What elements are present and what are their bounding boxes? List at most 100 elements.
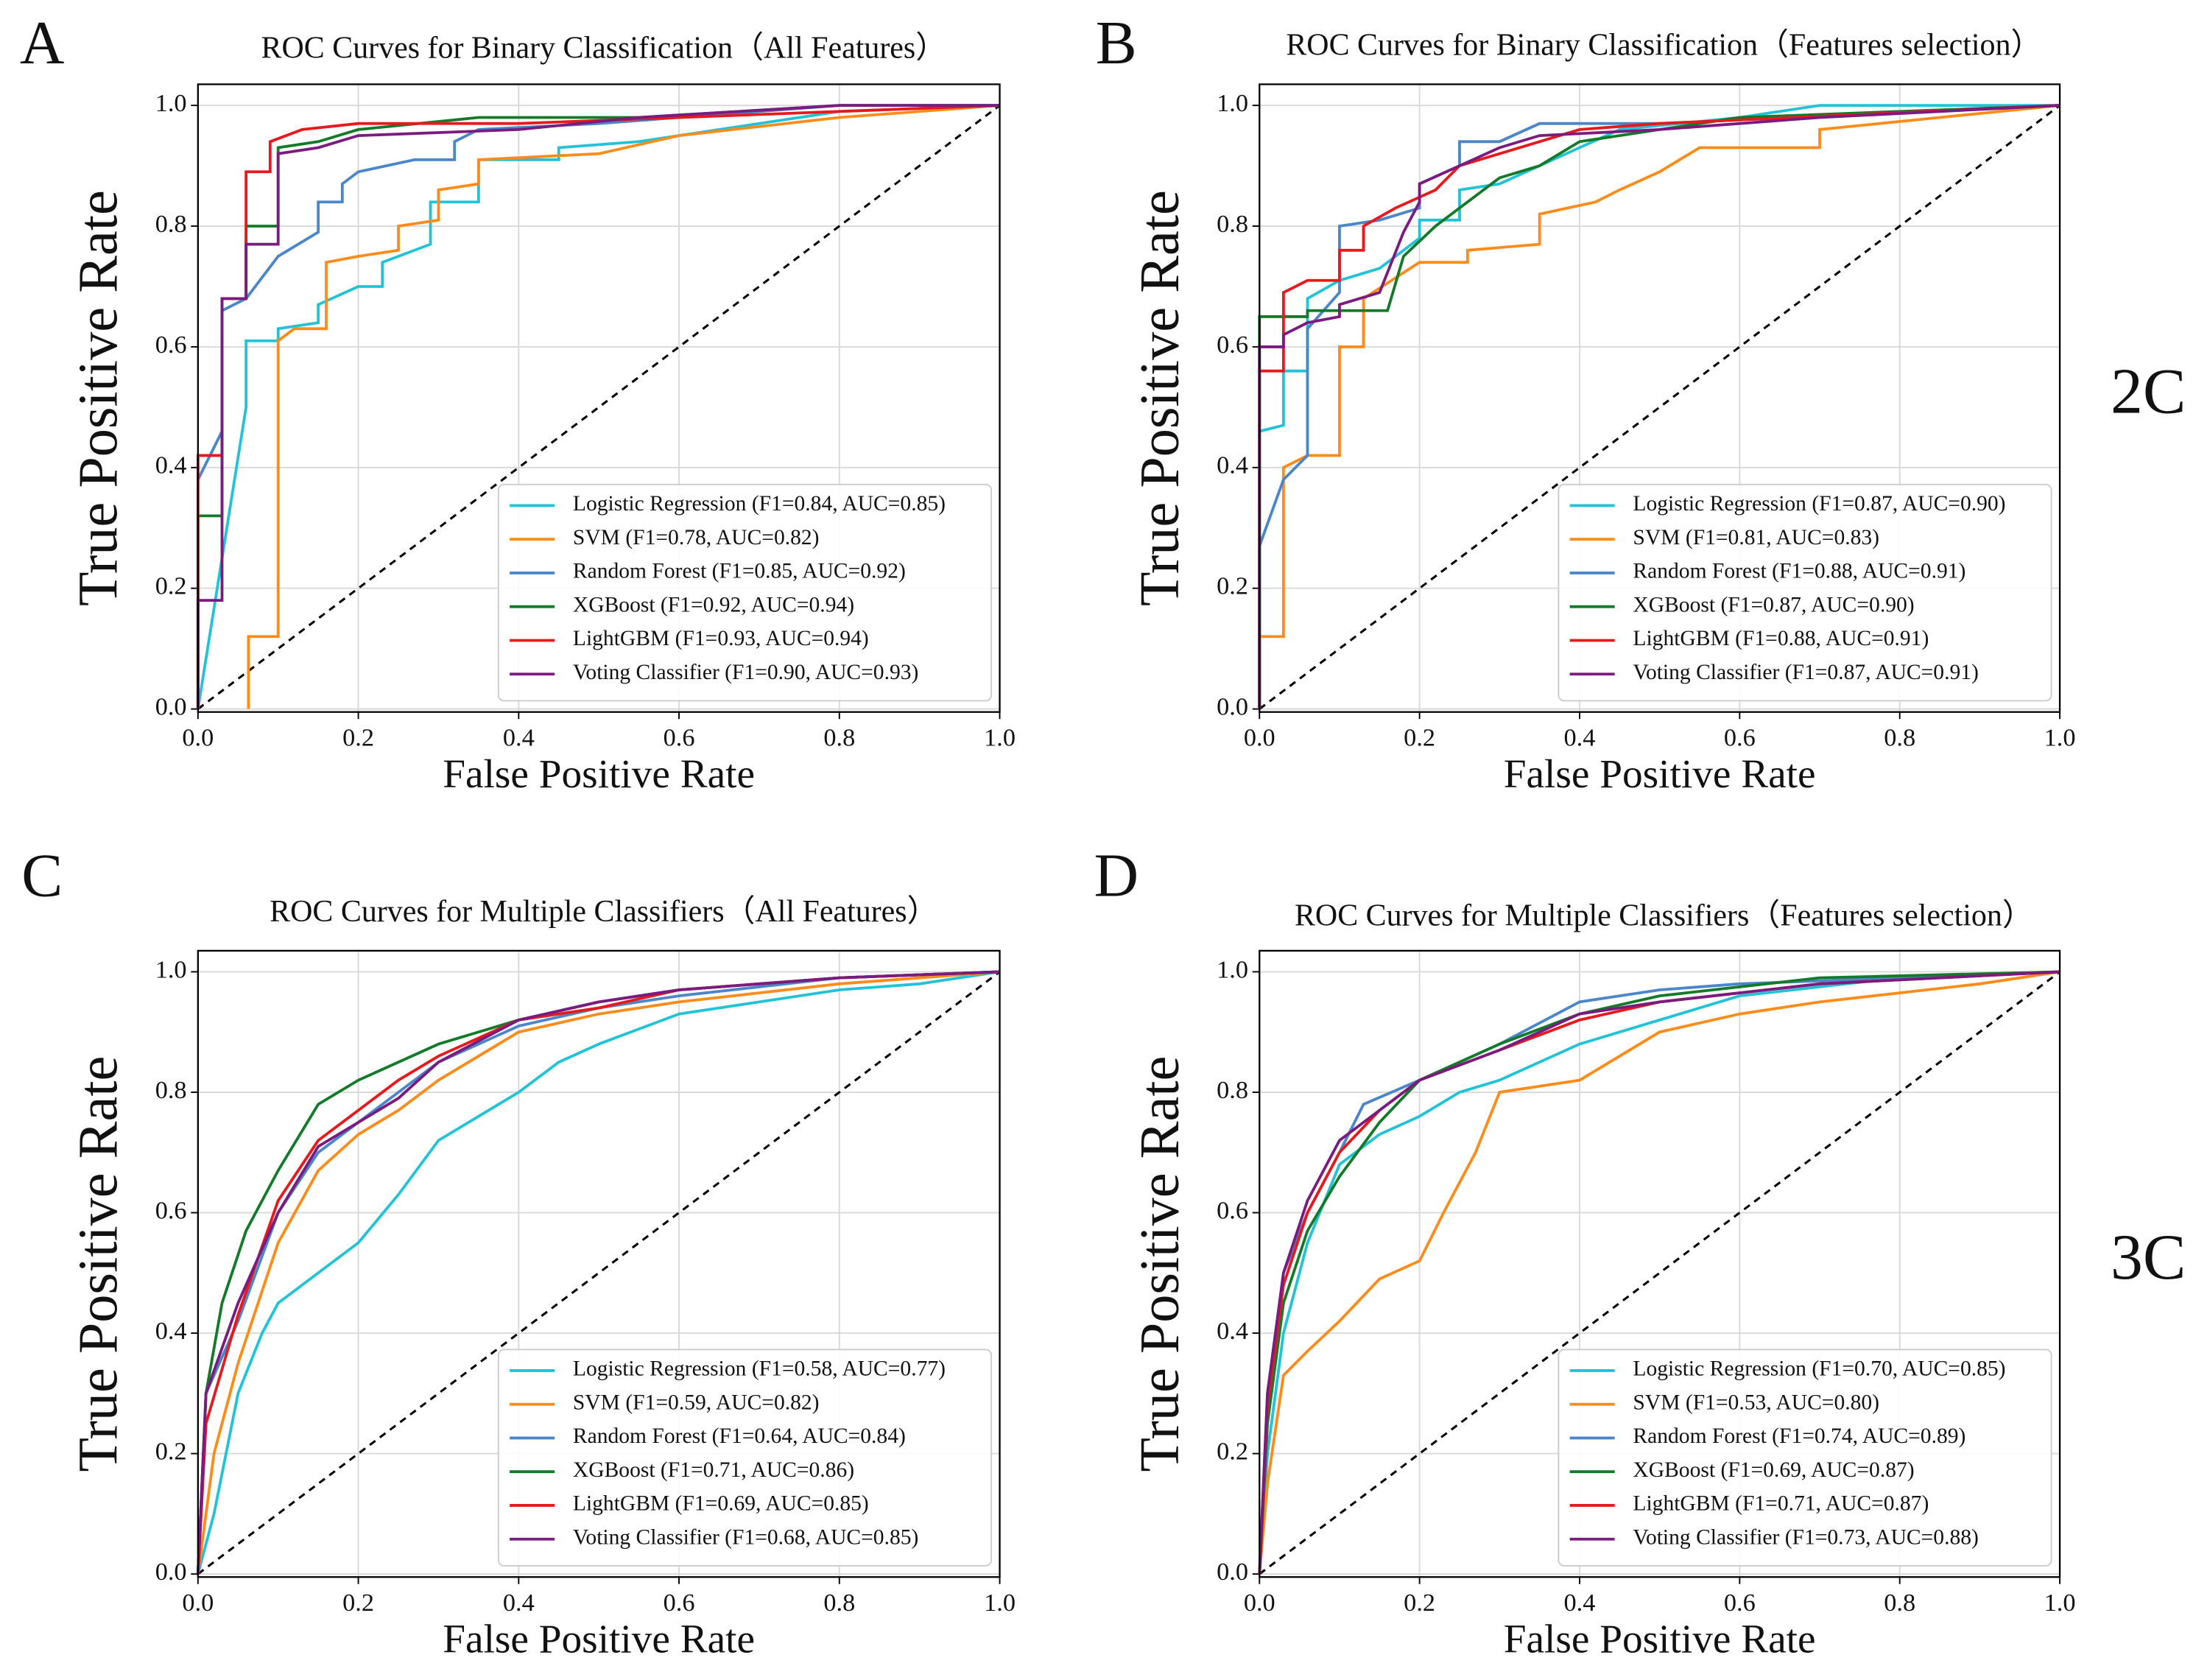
plot-frame <box>1259 949 2061 1578</box>
roc-curve <box>247 104 1000 709</box>
roc-curve <box>1258 970 2060 1575</box>
roc-curve <box>1258 970 2060 1575</box>
chart-title: ROC Curves for Multiple Classifiers（All … <box>270 895 937 929</box>
y-tick-label: 0.6 <box>155 331 187 359</box>
legend-label: LightGBM (F1=0.88, AUC=0.91) <box>1633 627 1929 650</box>
legend-label: Voting Classifier (F1=0.73, AUC=0.88) <box>1633 1526 1978 1550</box>
roc-curve <box>1258 104 2060 709</box>
chart-panel: A ROC Curves for Binary Classification（Al… <box>20 9 1016 796</box>
roc-curve <box>196 970 1000 1575</box>
roc-curve <box>196 970 1000 1575</box>
y-tick-label: 1.0 <box>1217 955 1248 983</box>
legend-label: Voting Classifier (F1=0.68, AUC=0.85) <box>573 1526 918 1550</box>
roc-curve <box>196 104 1000 709</box>
x-tick-label: 0.4 <box>1564 1589 1596 1617</box>
reference-diagonal <box>197 971 1001 1575</box>
y-axis-label: True Positive Rate <box>68 1056 130 1472</box>
y-tick-label: 0.4 <box>1217 451 1248 479</box>
x-axis-label: False Positive Rate <box>443 1617 755 1662</box>
legend-label: LightGBM (F1=0.69, AUC=0.85) <box>573 1492 869 1516</box>
x-tick-label: 1.0 <box>984 724 1016 752</box>
y-tick-label: 0.8 <box>1217 1076 1248 1104</box>
x-axis-label: False Positive Rate <box>1504 1617 1816 1662</box>
y-tick-label: 0.8 <box>1217 210 1248 238</box>
x-tick-label: 0.0 <box>1244 1589 1275 1617</box>
side-annotation: 3C <box>2111 1221 2186 1293</box>
y-tick-label: 0.6 <box>1217 331 1248 359</box>
x-tick-label: 0.8 <box>823 1589 855 1617</box>
panel-letter: D <box>1094 842 1139 910</box>
y-tick-label: 0.2 <box>155 1437 187 1465</box>
legend-label: SVM (F1=0.53, AUC=0.80) <box>1633 1391 1879 1414</box>
roc-curve <box>196 104 1000 709</box>
legend-label: Random Forest (F1=0.74, AUC=0.89) <box>1633 1424 1966 1448</box>
y-tick-label: 0.2 <box>1217 572 1248 600</box>
roc-curve <box>1258 970 2060 1575</box>
roc-curve <box>196 104 1000 709</box>
chart-title: ROC Curves for Binary Classification（All… <box>261 31 947 65</box>
y-tick-label: 1.0 <box>155 89 187 117</box>
x-tick-label: 0.0 <box>182 724 214 752</box>
legend: Logistic Regression (F1=0.84, AUC=0.85) S… <box>497 483 993 702</box>
panel-letter: A <box>20 9 65 77</box>
legend-label: Random Forest (F1=0.88, AUC=0.91) <box>1633 560 1966 583</box>
plot-frame <box>197 949 1001 1578</box>
y-tick-label: 0.4 <box>1217 1317 1248 1345</box>
legend: Logistic Regression (F1=0.70, AUC=0.85) S… <box>1558 1349 2052 1567</box>
roc-curve <box>1258 970 2060 1575</box>
x-tick-label: 0.2 <box>1404 724 1435 752</box>
legend-label: XGBoost (F1=0.92, AUC=0.94) <box>573 593 854 616</box>
y-tick-label: 0.6 <box>1217 1196 1248 1224</box>
roc-curve <box>1258 104 2060 709</box>
roc-curve <box>196 970 1000 1575</box>
legend: Logistic Regression (F1=0.58, AUC=0.77) S… <box>497 1349 993 1567</box>
legend-label: LightGBM (F1=0.93, AUC=0.94) <box>573 627 869 650</box>
y-tick-label: 1.0 <box>1217 89 1248 117</box>
legend: Logistic Regression (F1=0.87, AUC=0.90) S… <box>1558 483 2052 702</box>
y-tick-label: 0.0 <box>155 1558 187 1586</box>
legend-label: XGBoost (F1=0.69, AUC=0.87) <box>1633 1458 1914 1482</box>
reference-diagonal <box>197 104 1001 710</box>
panel-letter: C <box>21 842 63 910</box>
x-tick-label: 0.0 <box>1244 724 1275 752</box>
legend-label: Voting Classifier (F1=0.87, AUC=0.91) <box>1633 661 1978 684</box>
y-tick-label: 1.0 <box>155 955 187 983</box>
x-tick-label: 0.2 <box>342 724 374 752</box>
reference-diagonal <box>1259 971 2060 1575</box>
legend-box <box>1558 483 2052 702</box>
plot-frame <box>1259 83 2061 713</box>
x-tick-label: 0.6 <box>1724 1589 1756 1617</box>
chart-title: ROC Curves for Binary Classification（Fea… <box>1286 28 2041 62</box>
y-tick-label: 0.0 <box>155 692 187 720</box>
y-axis-label: True Positive Rate <box>68 190 130 606</box>
y-tick-label: 0.4 <box>155 451 187 479</box>
legend-label: Logistic Regression (F1=0.70, AUC=0.85) <box>1633 1357 2005 1381</box>
x-tick-label: 0.0 <box>182 1589 214 1617</box>
roc-curve <box>196 970 1000 1575</box>
side-annotation: 2C <box>2111 356 2186 427</box>
x-axis-label: False Positive Rate <box>443 751 755 796</box>
roc-curve <box>1258 104 2060 709</box>
y-tick-label: 0.2 <box>155 572 187 600</box>
legend-label: SVM (F1=0.78, AUC=0.82) <box>573 526 820 549</box>
x-tick-label: 0.4 <box>503 1589 535 1617</box>
y-axis-label: True Positive Rate <box>1129 190 1191 606</box>
y-tick-label: 0.8 <box>155 1076 187 1104</box>
legend-label: Random Forest (F1=0.85, AUC=0.92) <box>573 560 906 583</box>
legend-box <box>497 1349 993 1567</box>
plot-frame <box>197 83 1001 713</box>
x-tick-label: 0.2 <box>1404 1589 1435 1617</box>
roc-curve <box>1258 104 2060 709</box>
x-tick-label: 1.0 <box>984 1589 1016 1617</box>
chart-panel: B ROC Curves for Binary Classification（Fe… <box>1096 9 2186 796</box>
chart-panel: C ROC Curves for Multiple Classifiers（All… <box>21 842 1016 1662</box>
panel-letter: B <box>1096 9 1137 77</box>
y-axis-label: True Positive Rate <box>1129 1056 1191 1472</box>
legend-label: Logistic Regression (F1=0.58, AUC=0.77) <box>573 1357 946 1381</box>
x-tick-label: 0.6 <box>1724 724 1756 752</box>
x-tick-label: 0.8 <box>1884 724 1915 752</box>
x-tick-label: 1.0 <box>2044 1589 2076 1617</box>
roc-curve <box>1258 104 2060 709</box>
reference-diagonal <box>1259 104 2060 710</box>
